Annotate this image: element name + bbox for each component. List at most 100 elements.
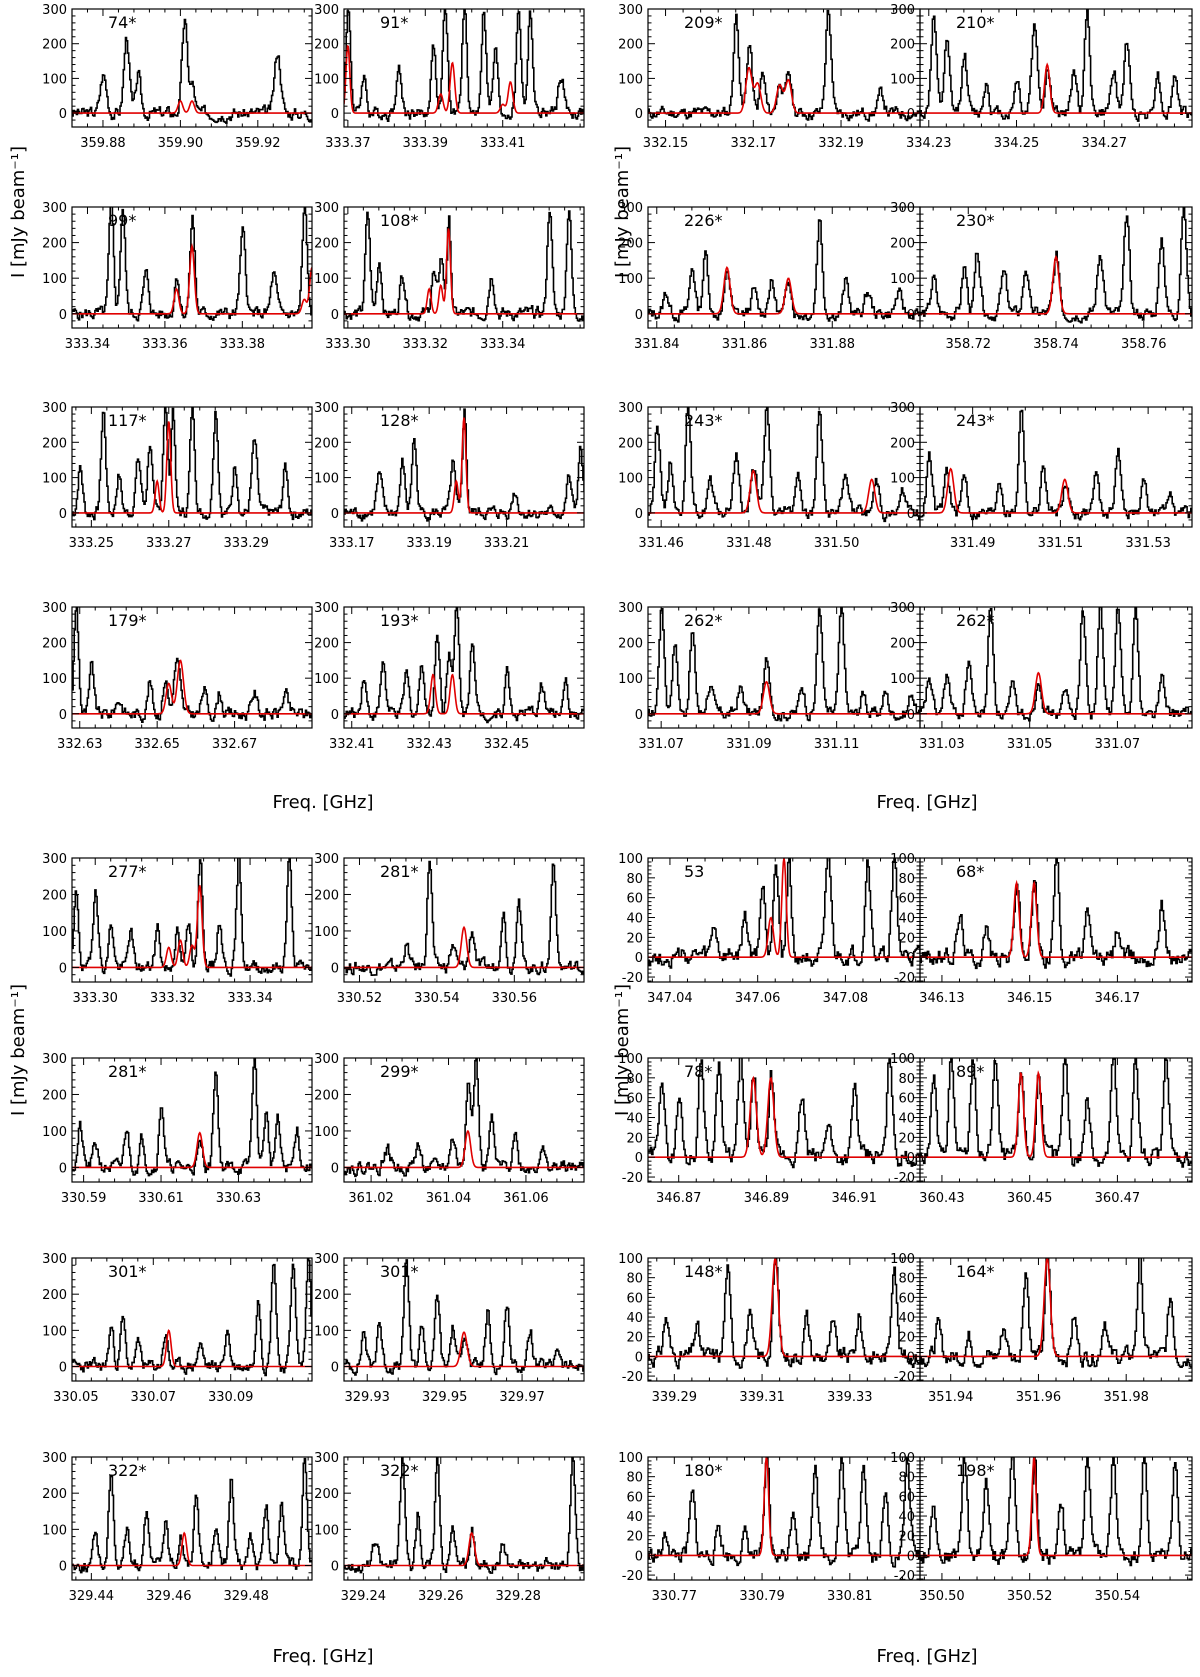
- x-tick-label: 330.59: [61, 1191, 107, 1206]
- spectrum-panel: 333.30 333.32 333.34 300 200 100 0 277*: [42, 852, 313, 1006]
- y-tick-label: 200: [42, 1487, 67, 1502]
- y-tick-label: 100: [42, 672, 67, 687]
- y-tick-label: 80: [626, 1272, 643, 1287]
- y-tick-label: 200: [42, 237, 67, 252]
- y-tick-label: 300: [42, 1252, 67, 1267]
- panel-label: 78*: [684, 1062, 712, 1081]
- x-tick-label: 330.54: [414, 991, 460, 1006]
- y-tick-label: 200: [42, 888, 67, 903]
- x-tick-label: 331.09: [726, 737, 772, 752]
- y-axis-title: I [mJy beam⁻¹]: [612, 984, 633, 1116]
- y-tick-label: 0: [907, 1350, 915, 1365]
- y-tick-label: 20: [626, 1131, 643, 1146]
- y-tick-label: 20: [626, 931, 643, 946]
- x-tick-label: 329.44: [69, 1589, 115, 1604]
- y-tick-label: 100: [314, 472, 339, 487]
- panel-label: 301*: [108, 1262, 147, 1281]
- y-tick-label: 100: [890, 1252, 915, 1267]
- y-tick-label: 20: [626, 1530, 643, 1545]
- panel-label: 243*: [684, 411, 723, 430]
- y-tick-label: 100: [314, 272, 339, 287]
- y-tick-label: 100: [42, 1324, 67, 1339]
- model-spectrum: [344, 1331, 584, 1368]
- panel-frame: [919, 8, 1193, 128]
- model-spectrum: [920, 879, 1192, 958]
- model-spectrum: [72, 1531, 312, 1567]
- spectrum-panel: 333.34 333.36 333.38 300 200 100 0 99*: [42, 201, 313, 352]
- x-tick-label: 331.11: [814, 737, 860, 752]
- panel-label: 210*: [956, 13, 995, 32]
- x-tick-label: 333.34: [480, 337, 526, 352]
- x-tick-label: 360.47: [1095, 1191, 1141, 1206]
- y-tick-label: 100: [314, 72, 339, 87]
- x-tick-label: 359.92: [235, 136, 281, 151]
- x-tick-label: 331.46: [638, 536, 684, 551]
- x-tick-label: 330.63: [216, 1191, 262, 1206]
- panel-label: 243*: [956, 411, 995, 430]
- x-tick-label: 329.48: [223, 1589, 269, 1604]
- x-tick-label: 339.33: [827, 1390, 873, 1405]
- x-tick-label: 333.27: [146, 536, 192, 551]
- panel-label: 128*: [380, 411, 419, 430]
- model-spectrum: [648, 680, 920, 715]
- y-tick-label: 300: [890, 401, 915, 416]
- panel-frame: [343, 606, 585, 729]
- y-tick-label: 200: [42, 1088, 67, 1103]
- x-tick-label: 331.05: [1007, 737, 1053, 752]
- x-tick-label: 330.61: [138, 1191, 184, 1206]
- y-tick-label: 300: [42, 852, 67, 867]
- panel-label: 53: [684, 862, 704, 881]
- y-tick-label: 200: [314, 1288, 339, 1303]
- y-tick-label: 200: [314, 1088, 339, 1103]
- y-tick-label: 200: [890, 637, 915, 652]
- observed-spectrum: [72, 1457, 312, 1574]
- y-tick-label: 0: [635, 708, 643, 723]
- model-spectrum: [72, 1329, 312, 1368]
- y-tick-label: 20: [626, 1331, 643, 1346]
- y-tick-label: 100: [890, 272, 915, 287]
- y-tick-label: 100: [314, 1523, 339, 1538]
- observed-spectrum: [920, 409, 1192, 521]
- y-tick-label: 0: [331, 708, 339, 723]
- model-spectrum: [648, 1258, 920, 1358]
- spectrum-panel: 329.24 329.26 329.28 300 200 100 0 322*: [314, 1451, 585, 1604]
- x-tick-label: 347.06: [735, 991, 781, 1006]
- observed-spectrum: [72, 407, 312, 521]
- spectrum-panel: 346.13 346.15 346.17 100 80 60 40 20 0 -20 68*: [890, 852, 1193, 1006]
- y-tick-label: 0: [635, 951, 643, 966]
- y-tick-label: 100: [42, 925, 67, 940]
- y-tick-label: 40: [626, 1510, 643, 1525]
- panel-frame: [343, 1456, 585, 1581]
- spectrum-panel: 331.84 331.86 331.88 300 200 100 0 226*: [618, 201, 921, 352]
- y-tick-label: 60: [898, 892, 915, 907]
- model-spectrum: [648, 1075, 920, 1158]
- x-tick-label: 333.32: [150, 991, 196, 1006]
- model-spectrum: [344, 673, 584, 715]
- y-tick-label: 300: [42, 601, 67, 616]
- y-tick-label: 80: [898, 1272, 915, 1287]
- x-tick-label: 359.88: [80, 136, 126, 151]
- x-axis-title: Freq. [GHz]: [273, 792, 374, 813]
- y-tick-label: 100: [314, 1125, 339, 1140]
- x-tick-label: 333.30: [325, 337, 371, 352]
- y-tick-label: 200: [314, 436, 339, 451]
- model-spectrum: [920, 1457, 1192, 1557]
- panel-frame: [343, 206, 585, 329]
- panel-frame: [343, 1257, 585, 1382]
- y-tick-label: 80: [626, 872, 643, 887]
- y-tick-label: 60: [626, 892, 643, 907]
- x-tick-label: 332.17: [731, 136, 777, 151]
- x-tick-label: 334.27: [1082, 136, 1128, 151]
- y-tick-label: 100: [42, 472, 67, 487]
- y-tick-label: 0: [635, 107, 643, 122]
- y-tick-label: 300: [618, 601, 643, 616]
- y-tick-label: 200: [890, 38, 915, 53]
- y-tick-label: 200: [314, 637, 339, 652]
- y-axis-title: I [mJy beam⁻¹]: [612, 146, 633, 278]
- observed-spectrum: [344, 9, 584, 122]
- x-tick-label: 346.87: [656, 1191, 702, 1206]
- x-tick-label: 332.41: [329, 737, 375, 752]
- spectrum-panel: 334.23 334.25 334.27 300 200 100 0 210*: [890, 3, 1193, 151]
- x-tick-label: 333.30: [72, 991, 118, 1006]
- panel-label: 322*: [108, 1461, 147, 1480]
